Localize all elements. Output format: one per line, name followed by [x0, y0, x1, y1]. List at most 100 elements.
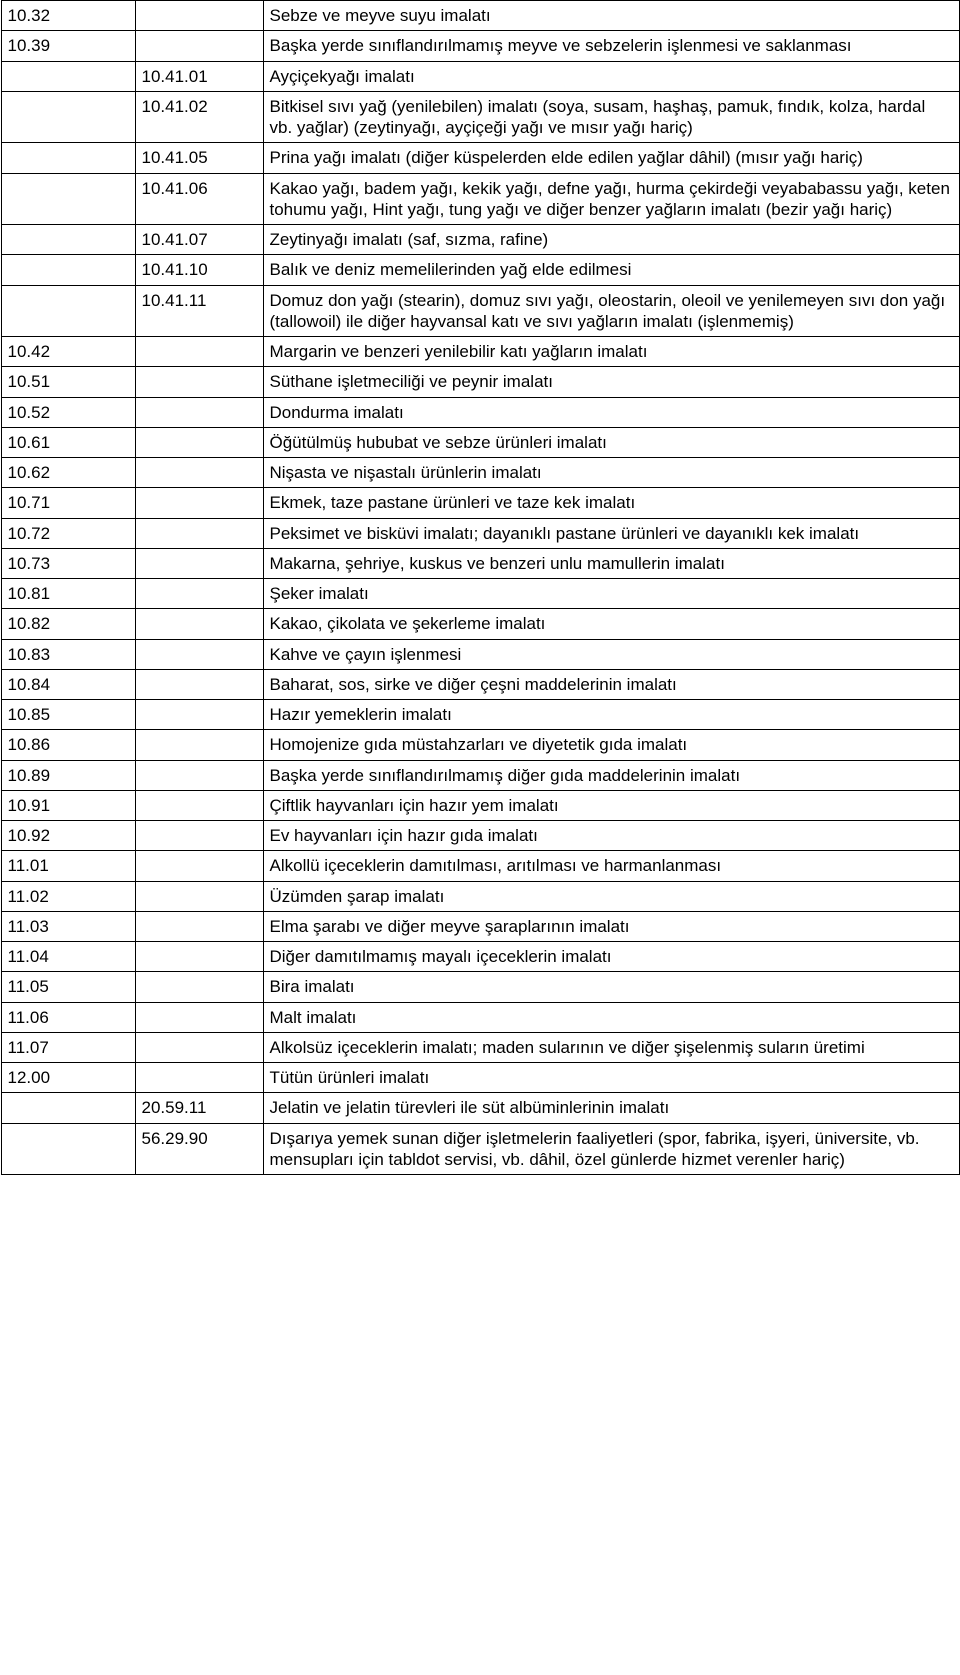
code-level1-cell — [1, 173, 135, 225]
description-cell: Peksimet ve bisküvi imalatı; dayanıklı p… — [263, 518, 959, 548]
code-level1-cell — [1, 91, 135, 143]
code-level1-cell: 11.03 — [1, 911, 135, 941]
code-level2-cell: 10.41.06 — [135, 173, 263, 225]
code-level2-cell — [135, 548, 263, 578]
code-level1-cell: 10.39 — [1, 31, 135, 61]
table-row: 12.00Tütün ürünleri imalatı — [1, 1063, 959, 1093]
table-row: 10.71Ekmek, taze pastane ürünleri ve taz… — [1, 488, 959, 518]
table-row: 11.04Diğer damıtılmamış mayalı içecekler… — [1, 942, 959, 972]
description-cell: Başka yerde sınıflandırılmamış meyve ve … — [263, 31, 959, 61]
code-level1-cell: 10.42 — [1, 337, 135, 367]
table-row: 10.82Kakao, çikolata ve şekerleme imalat… — [1, 609, 959, 639]
code-level1-cell: 10.84 — [1, 669, 135, 699]
code-level1-cell — [1, 61, 135, 91]
table-row: 10.32Sebze ve meyve suyu imalatı — [1, 1, 959, 31]
table-row: 11.05 Bira imalatı — [1, 972, 959, 1002]
code-level1-cell: 11.06 — [1, 1002, 135, 1032]
code-level1-cell: 10.86 — [1, 730, 135, 760]
code-level1-cell: 10.62 — [1, 458, 135, 488]
table-row: 10.42 Margarin ve benzeri yenilebilir kat… — [1, 337, 959, 367]
code-level1-cell: 11.07 — [1, 1032, 135, 1062]
code-level2-cell: 10.41.07 — [135, 225, 263, 255]
code-level1-cell: 10.89 — [1, 760, 135, 790]
code-level2-cell — [135, 700, 263, 730]
table-row: 10.62Nişasta ve nişastalı ürünlerin imal… — [1, 458, 959, 488]
table-body: 10.32Sebze ve meyve suyu imalatı10.39 Baş… — [1, 1, 959, 1175]
code-level1-cell: 10.85 — [1, 700, 135, 730]
description-cell: Makarna, şehriye, kuskus ve benzeri unlu… — [263, 548, 959, 578]
description-cell: Kakao, çikolata ve şekerleme imalatı — [263, 609, 959, 639]
table-row: 10.84 Baharat, sos, sirke ve diğer çeşni … — [1, 669, 959, 699]
description-cell: Süthane işletmeciliği ve peynir imalatı — [263, 367, 959, 397]
description-cell: Ekmek, taze pastane ürünleri ve taze kek… — [263, 488, 959, 518]
code-level2-cell — [135, 397, 263, 427]
description-cell: Jelatin ve jelatin türevleri ile süt alb… — [263, 1093, 959, 1123]
table-row: 10.92Ev hayvanları için hazır gıda imala… — [1, 821, 959, 851]
code-level1-cell — [1, 143, 135, 173]
code-level2-cell — [135, 1063, 263, 1093]
table-row: 10.41.06Kakao yağı, badem yağı, kekik ya… — [1, 173, 959, 225]
description-cell: Hazır yemeklerin imalatı — [263, 700, 959, 730]
description-cell: Kakao yağı, badem yağı, kekik yağı, defn… — [263, 173, 959, 225]
table-row: 10.41.01Ayçiçekyağı imalatı — [1, 61, 959, 91]
code-level1-cell — [1, 255, 135, 285]
code-level2-cell: 10.41.05 — [135, 143, 263, 173]
description-cell: Elma şarabı ve diğer meyve şaraplarının … — [263, 911, 959, 941]
description-cell: Bira imalatı — [263, 972, 959, 1002]
code-level2-cell — [135, 367, 263, 397]
table-row: 10.41.10Balık ve deniz memelilerinden ya… — [1, 255, 959, 285]
table-row: 10.72 Peksimet ve bisküvi imalatı; dayanı… — [1, 518, 959, 548]
description-cell: Bitkisel sıvı yağ (yenilebilen) imalatı … — [263, 91, 959, 143]
code-level2-cell — [135, 458, 263, 488]
description-cell: Domuz don yağı (stearin), domuz sıvı yağ… — [263, 285, 959, 337]
code-level1-cell — [1, 1093, 135, 1123]
code-level2-cell — [135, 427, 263, 457]
table-row: 10.41.02Bitkisel sıvı yağ (yenilebilen) … — [1, 91, 959, 143]
description-cell: Dondurma imalatı — [263, 397, 959, 427]
code-level1-cell: 10.83 — [1, 639, 135, 669]
code-level1-cell: 10.92 — [1, 821, 135, 851]
description-cell: Baharat, sos, sirke ve diğer çeşni madde… — [263, 669, 959, 699]
description-cell: Prina yağı imalatı (diğer küspelerden el… — [263, 143, 959, 173]
code-level1-cell: 10.72 — [1, 518, 135, 548]
table-row: 10.73Makarna, şehriye, kuskus ve benzeri… — [1, 548, 959, 578]
code-level2-cell — [135, 337, 263, 367]
description-cell: Başka yerde sınıflandırılmamış diğer gıd… — [263, 760, 959, 790]
table-row: 10.41.11Domuz don yağı (stearin), domuz … — [1, 285, 959, 337]
code-level2-cell — [135, 1002, 263, 1032]
code-level2-cell — [135, 518, 263, 548]
table-row: 10.41.07Zeytinyağı imalatı (saf, sızma, … — [1, 225, 959, 255]
description-cell: Şeker imalatı — [263, 579, 959, 609]
code-level2-cell — [135, 1, 263, 31]
description-cell: Tütün ürünleri imalatı — [263, 1063, 959, 1093]
code-level2-cell — [135, 821, 263, 851]
description-cell: Üzümden şarap imalatı — [263, 881, 959, 911]
code-level2-cell — [135, 639, 263, 669]
code-level1-cell: 11.01 — [1, 851, 135, 881]
description-cell: Öğütülmüş hububat ve sebze ürünleri imal… — [263, 427, 959, 457]
code-level1-cell: 10.81 — [1, 579, 135, 609]
description-cell: Margarin ve benzeri yenilebilir katı yağ… — [263, 337, 959, 367]
description-cell: Homojenize gıda müstahzarları ve diyetet… — [263, 730, 959, 760]
description-cell: Malt imalatı — [263, 1002, 959, 1032]
code-level2-cell: 56.29.90 — [135, 1123, 263, 1175]
code-level1-cell — [1, 1123, 135, 1175]
description-cell: Alkollü içeceklerin damıtılması, arıtılm… — [263, 851, 959, 881]
code-level2-cell — [135, 972, 263, 1002]
table-row: 11.07Alkolsüz içeceklerin imalatı; maden… — [1, 1032, 959, 1062]
description-cell: Ayçiçekyağı imalatı — [263, 61, 959, 91]
code-level2-cell: 10.41.11 — [135, 285, 263, 337]
code-level2-cell: 10.41.10 — [135, 255, 263, 285]
code-level2-cell — [135, 760, 263, 790]
code-level1-cell: 11.04 — [1, 942, 135, 972]
description-cell: Çiftlik hayvanları için hazır yem imalat… — [263, 790, 959, 820]
table-row: 10.91Çiftlik hayvanları için hazır yem i… — [1, 790, 959, 820]
table-row: 10.61Öğütülmüş hububat ve sebze ürünleri… — [1, 427, 959, 457]
code-level2-cell — [135, 609, 263, 639]
table-row: 11.01 Alkollü içeceklerin damıtılması, ar… — [1, 851, 959, 881]
code-level2-cell — [135, 851, 263, 881]
table-row: 10.52Dondurma imalatı — [1, 397, 959, 427]
table-row: 10.86 Homojenize gıda müstahzarları ve di… — [1, 730, 959, 760]
code-level1-cell: 11.05 — [1, 972, 135, 1002]
code-level1-cell — [1, 285, 135, 337]
